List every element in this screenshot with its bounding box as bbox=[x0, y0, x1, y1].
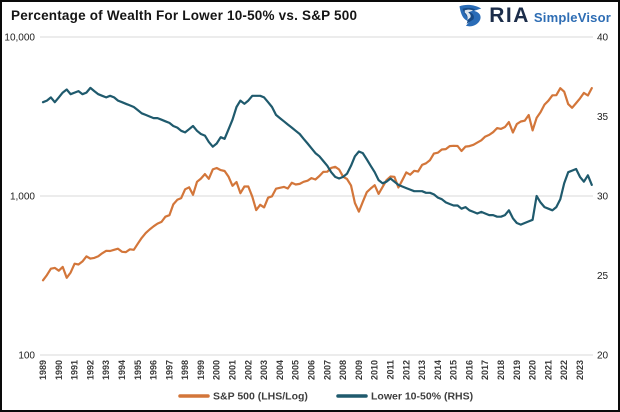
ria-simplevisor-logo: RIA SimpleVisor bbox=[458, 4, 611, 28]
x-axis-year-label: 2001 bbox=[228, 360, 238, 380]
right-axis-tick-label: 30 bbox=[597, 192, 609, 203]
x-axis-year-label: 2020 bbox=[528, 360, 538, 380]
x-axis-year-label: 2011 bbox=[385, 360, 395, 380]
x-axis-year-label: 1993 bbox=[101, 360, 111, 380]
legend-label: S&P 500 (LHS/Log) bbox=[213, 391, 308, 403]
simplevisor-logo-text: SimpleVisor bbox=[533, 10, 611, 25]
left-axis-tick-label: 100 bbox=[18, 351, 35, 362]
x-axis-year-label: 2017 bbox=[480, 360, 490, 380]
x-axis-year-label: 2014 bbox=[433, 360, 443, 380]
x-axis-year-label: 1989 bbox=[38, 360, 48, 380]
sp500-line bbox=[41, 86, 593, 282]
x-axis-year-label: 2002 bbox=[243, 360, 253, 380]
x-axis-year-label: 2019 bbox=[512, 360, 522, 380]
x-axis-year-label: 2000 bbox=[212, 360, 222, 380]
x-axis-year-label: 1991 bbox=[70, 360, 80, 380]
x-axis-year-label: 1994 bbox=[117, 360, 127, 380]
wealth-vs-sp500-chart: 10,000 1,000 100 40 35 30 25 20 1989 1990 1991 1992… bbox=[4, 33, 609, 403]
x-axis-year-label: 2018 bbox=[496, 360, 506, 380]
x-axis-year-label: 1997 bbox=[164, 360, 174, 380]
right-axis-tick-label: 35 bbox=[597, 112, 609, 123]
x-axis-year-label: 2003 bbox=[259, 360, 269, 380]
x-axis-year-label: 2004 bbox=[275, 360, 285, 380]
x-axis-year-label: 2008 bbox=[338, 360, 348, 380]
x-axis-year-label: 2021 bbox=[543, 360, 553, 380]
ria-logo-text: RIA bbox=[489, 4, 530, 27]
right-axis-tick-label: 40 bbox=[597, 33, 609, 44]
x-axis-year-label: 1999 bbox=[196, 360, 206, 380]
legend-label: Lower 10-50% (RHS) bbox=[371, 391, 473, 403]
x-axis-year-label: 1995 bbox=[133, 360, 143, 380]
x-axis-year-label: 2005 bbox=[291, 360, 301, 380]
x-axis-year-label: 2006 bbox=[307, 360, 317, 380]
lower-10-50-line bbox=[41, 86, 593, 226]
left-axis-tick-label: 10,000 bbox=[4, 33, 35, 44]
right-axis-tick-label: 20 bbox=[597, 351, 609, 362]
x-axis-year-label: 2012 bbox=[401, 360, 411, 380]
x-axis-year-label: 2023 bbox=[575, 360, 585, 380]
right-axis-tick-label: 25 bbox=[597, 271, 609, 282]
x-axis-year-label: 2013 bbox=[417, 360, 427, 380]
x-axis-year-label: 1998 bbox=[180, 360, 190, 380]
x-axis-year-label: 2022 bbox=[559, 360, 569, 380]
x-axis-year-label: 2009 bbox=[354, 360, 364, 380]
x-axis-year-label: 2010 bbox=[370, 360, 380, 380]
x-axis-year-label: 2016 bbox=[464, 360, 474, 380]
chart-title: Percentage of Wealth For Lower 10-50% vs… bbox=[11, 8, 358, 23]
x-axis-year-label: 2015 bbox=[449, 360, 459, 380]
x-axis-year-label: 1992 bbox=[85, 360, 95, 380]
x-axis-year-label: 2007 bbox=[322, 360, 332, 380]
left-axis-tick-label: 1,000 bbox=[10, 192, 35, 203]
x-axis-year-label: 1996 bbox=[149, 360, 159, 380]
chart-header: Percentage of Wealth For Lower 10-50% vs… bbox=[2, 2, 618, 30]
ria-eagle-icon bbox=[459, 4, 482, 27]
x-axis-year-label: 1990 bbox=[54, 360, 64, 380]
